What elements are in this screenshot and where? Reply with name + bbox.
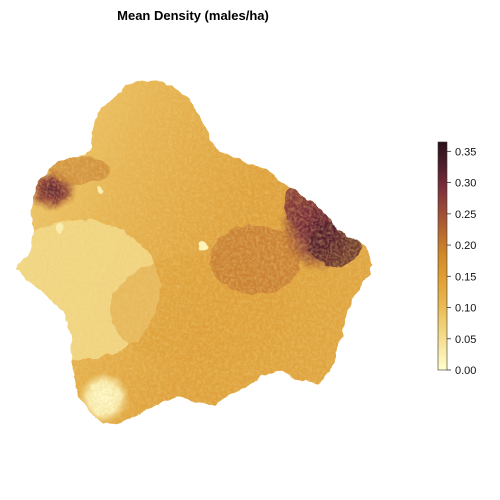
low-density-pocket (97, 187, 103, 193)
legend-tick-label: 0.00 (455, 365, 476, 377)
legend-colorbar (437, 141, 448, 371)
low-density-pocket (56, 224, 64, 232)
legend-tick-label: 0.30 (455, 178, 476, 190)
legend-tick-label: 0.10 (455, 303, 476, 315)
low-density-pocket (198, 241, 208, 251)
legend-tick-label: 0.25 (455, 209, 476, 221)
legend-tick-label: 0.15 (455, 271, 476, 283)
legend-ticks: 0.35 0.30 0.25 0.20 0.15 0.10 0.05 0.00 (447, 146, 476, 377)
legend-tick-label: 0.20 (455, 240, 476, 252)
legend-tick-label: 0.35 (455, 146, 476, 158)
map-title: Mean Density (males/ha) (117, 8, 269, 23)
legend-tick-label: 0.05 (455, 334, 476, 346)
